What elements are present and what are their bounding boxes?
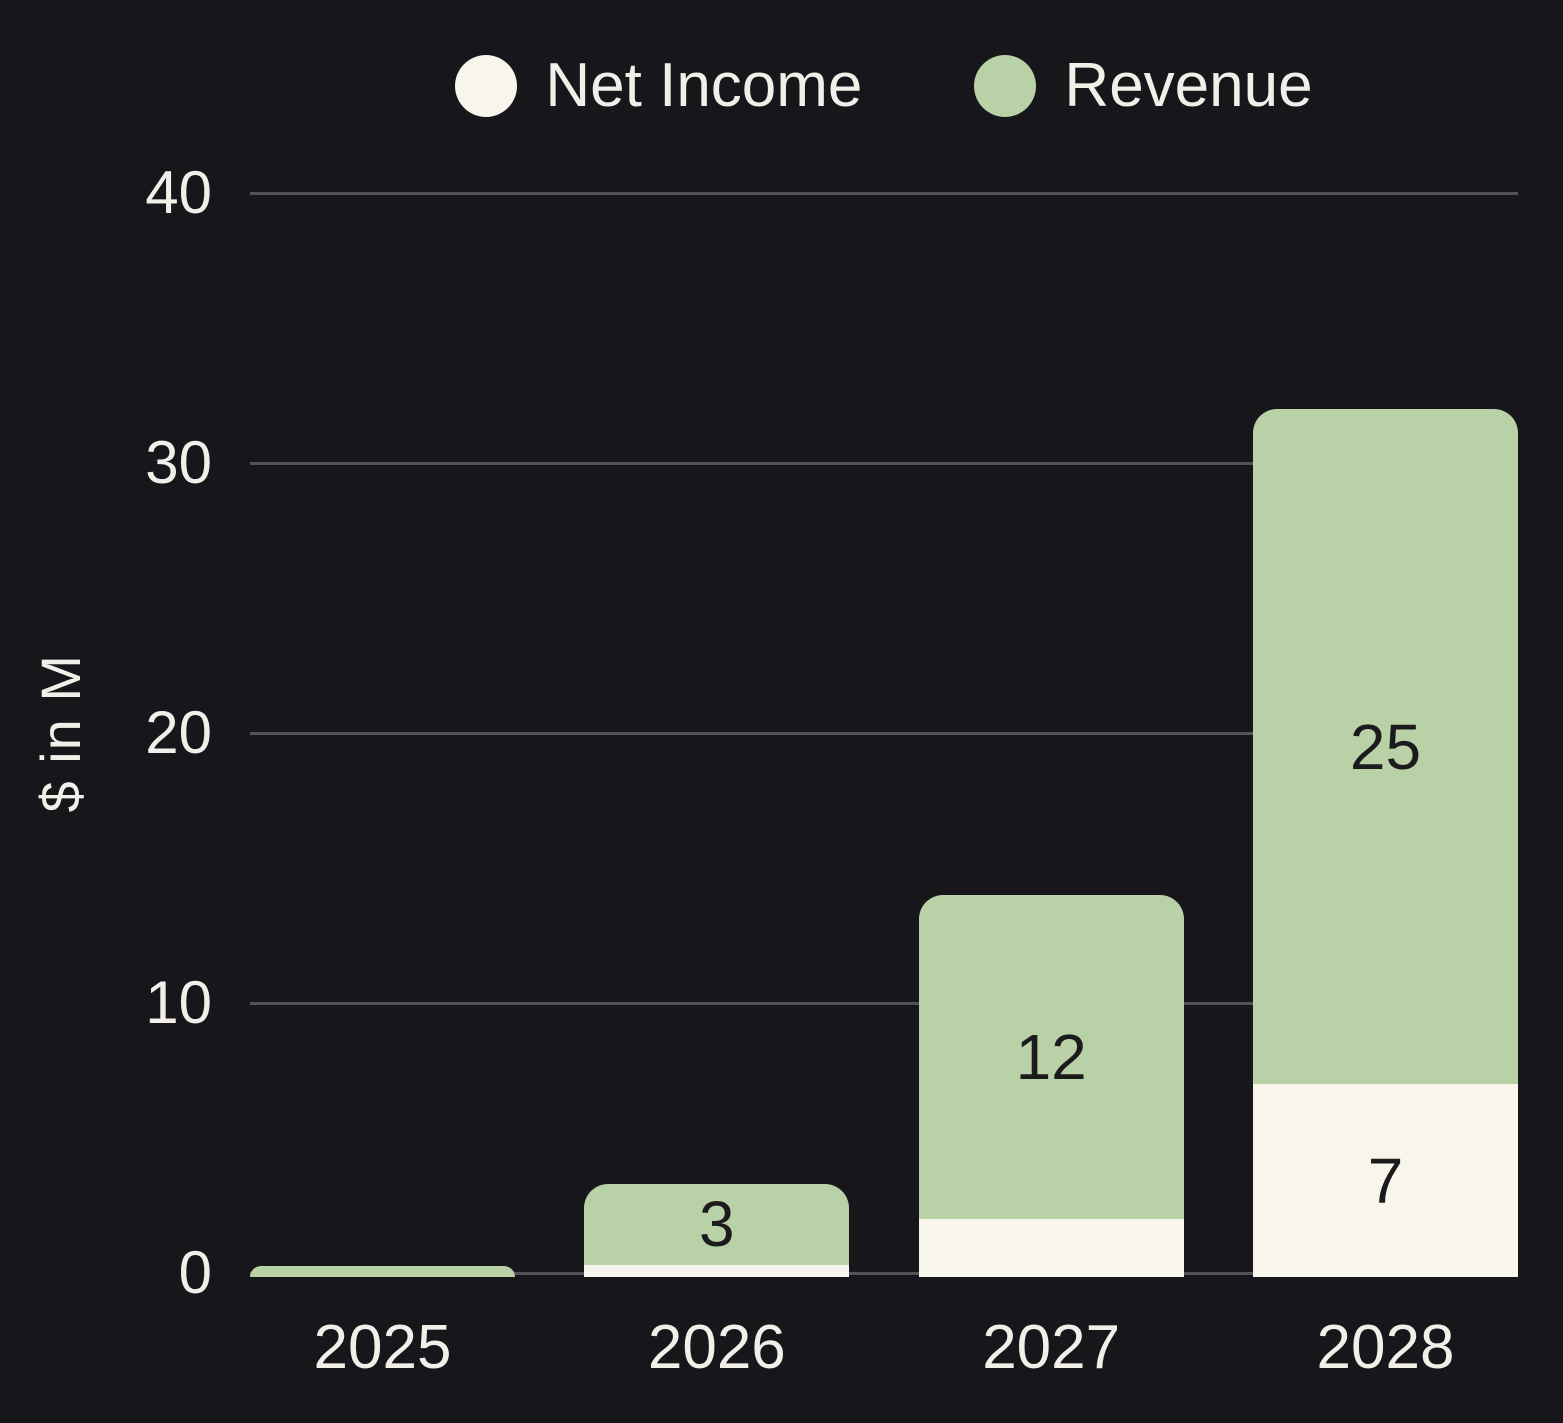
bar-2027-segment-revenue: 12 <box>918 895 1184 1219</box>
x-tick-label-2027: 2027 <box>982 1313 1121 1382</box>
gridline-30 <box>250 461 1518 465</box>
data-label-2026-revenue: 3 <box>699 1188 735 1261</box>
legend-label-revenue: Revenue <box>1064 51 1313 120</box>
bar-2026-segment-revenue: 3 <box>584 1183 850 1265</box>
chart-legend: Net Income Revenue <box>250 38 1518 134</box>
bar-2028: 25 7 <box>1252 409 1518 1277</box>
x-axis-tick-labels: 2025 2026 2027 2028 <box>250 1308 1518 1389</box>
bar-2026: 3 <box>584 1183 850 1277</box>
gridline-20 <box>250 731 1518 735</box>
y-tick-label-40: 40 <box>145 159 212 226</box>
y-tick-label-30: 30 <box>145 429 212 496</box>
legend-label-net-income: Net Income <box>545 51 863 120</box>
bars-layer: 3 12 25 7 <box>250 193 1518 1277</box>
y-tick-label-10: 10 <box>145 969 212 1036</box>
bar-2025 <box>250 1266 515 1277</box>
y-tick-label-20: 20 <box>145 699 212 766</box>
x-tick-label-2028: 2028 <box>1316 1313 1455 1382</box>
revenue-swatch-icon <box>974 55 1037 117</box>
legend-item-net-income: Net Income <box>455 55 862 117</box>
data-label-2028-revenue: 25 <box>1349 710 1422 783</box>
bar-2026-segment-net-income <box>584 1264 850 1277</box>
bar-2027-segment-net-income <box>918 1219 1184 1277</box>
legend-item-revenue: Revenue <box>974 51 1313 120</box>
bar-2028-segment-net-income: 7 <box>1252 1084 1518 1277</box>
data-label-2028-net-income: 7 <box>1367 1144 1404 1217</box>
gridline-40 <box>250 191 1518 195</box>
bar-2028-segment-revenue: 25 <box>1252 409 1518 1084</box>
x-tick-label-2025: 2025 <box>313 1313 452 1382</box>
bar-2027: 12 <box>918 895 1184 1277</box>
data-label-2027-revenue: 12 <box>1015 1021 1087 1093</box>
net-income-swatch-icon <box>455 55 518 117</box>
bar-2025-segment-revenue <box>250 1266 515 1277</box>
gridline-0 <box>250 1271 1518 1275</box>
y-tick-label-0: 0 <box>178 1239 212 1306</box>
gridline-10 <box>250 1001 1518 1005</box>
x-tick-label-2026: 2026 <box>647 1313 786 1382</box>
plot-area: 3 12 25 7 <box>250 191 1518 1277</box>
